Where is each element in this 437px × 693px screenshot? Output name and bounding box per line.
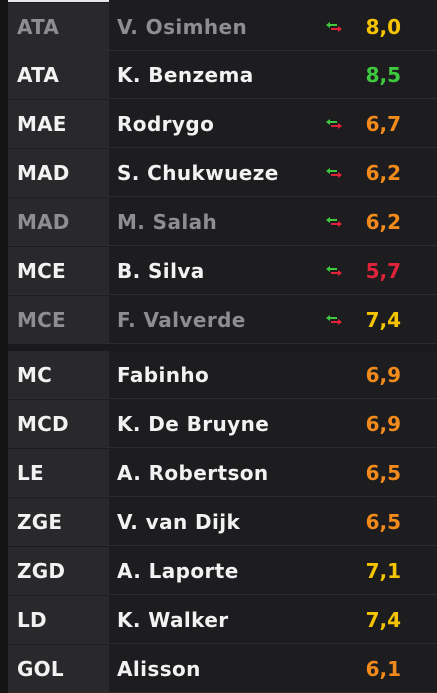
player-position: GOL: [8, 645, 109, 693]
player-rating: 6,2: [366, 198, 401, 246]
player-row[interactable]: ATA K. Benzema 8,5: [8, 51, 437, 99]
section-divider: [8, 344, 437, 351]
substitution-icon: [325, 167, 343, 179]
player-rating: 8,0: [366, 3, 401, 51]
player-position: MAE: [8, 100, 109, 148]
player-row[interactable]: ZGD A. Laporte 7,1: [8, 547, 437, 595]
player-position: LE: [8, 449, 109, 497]
player-rating: 6,5: [366, 498, 401, 546]
player-rating: 6,5: [366, 449, 401, 497]
player-row[interactable]: MCE B. Silva 5,7: [8, 247, 437, 295]
substitution-icon: [325, 118, 343, 130]
player-row[interactable]: MCE F. Valverde 7,4: [8, 296, 437, 344]
player-rating: 6,9: [366, 400, 401, 448]
player-row[interactable]: MAD M. Salah 6,2: [8, 198, 437, 246]
player-row[interactable]: MAE Rodrygo 6,7: [8, 100, 437, 148]
player-position: MCE: [8, 247, 109, 295]
substitution-icon: [325, 314, 343, 326]
player-position: MCD: [8, 400, 109, 448]
player-rating: 7,4: [366, 596, 401, 644]
player-position: MC: [8, 351, 109, 399]
player-position: MCE: [8, 296, 109, 344]
player-rating: 6,2: [366, 149, 401, 197]
player-position: ATA: [8, 51, 109, 99]
player-rating: 6,9: [366, 351, 401, 399]
player-position: MAD: [8, 149, 109, 197]
player-row[interactable]: ATA V. Osimhen 8,0: [8, 3, 437, 51]
player-row[interactable]: GOL Alisson 6,1: [8, 645, 437, 693]
player-row[interactable]: LE A. Robertson 6,5: [8, 449, 437, 497]
player-position: LD: [8, 596, 109, 644]
player-rating: 6,7: [366, 100, 401, 148]
player-rating: 8,5: [366, 51, 401, 99]
player-rating: 7,1: [366, 547, 401, 595]
player-rating: 6,1: [366, 645, 401, 693]
player-row[interactable]: MCD K. De Bruyne 6,9: [8, 400, 437, 448]
player-position: MAD: [8, 198, 109, 246]
player-row[interactable]: MAD S. Chukwueze 6,2: [8, 149, 437, 197]
substitution-icon: [325, 216, 343, 228]
substitution-icon: [325, 265, 343, 277]
player-rating: 5,7: [366, 247, 401, 295]
player-position: ZGE: [8, 498, 109, 546]
player-row[interactable]: MC Fabinho 6,9: [8, 351, 437, 399]
player-position: ZGD: [8, 547, 109, 595]
player-rating: 7,4: [366, 296, 401, 344]
active-tab-indicator: [8, 0, 109, 2]
player-row[interactable]: ZGE V. van Dijk 6,5: [8, 498, 437, 546]
player-position: ATA: [8, 3, 109, 51]
player-row[interactable]: LD K. Walker 7,4: [8, 596, 437, 644]
substitution-icon: [325, 21, 343, 33]
